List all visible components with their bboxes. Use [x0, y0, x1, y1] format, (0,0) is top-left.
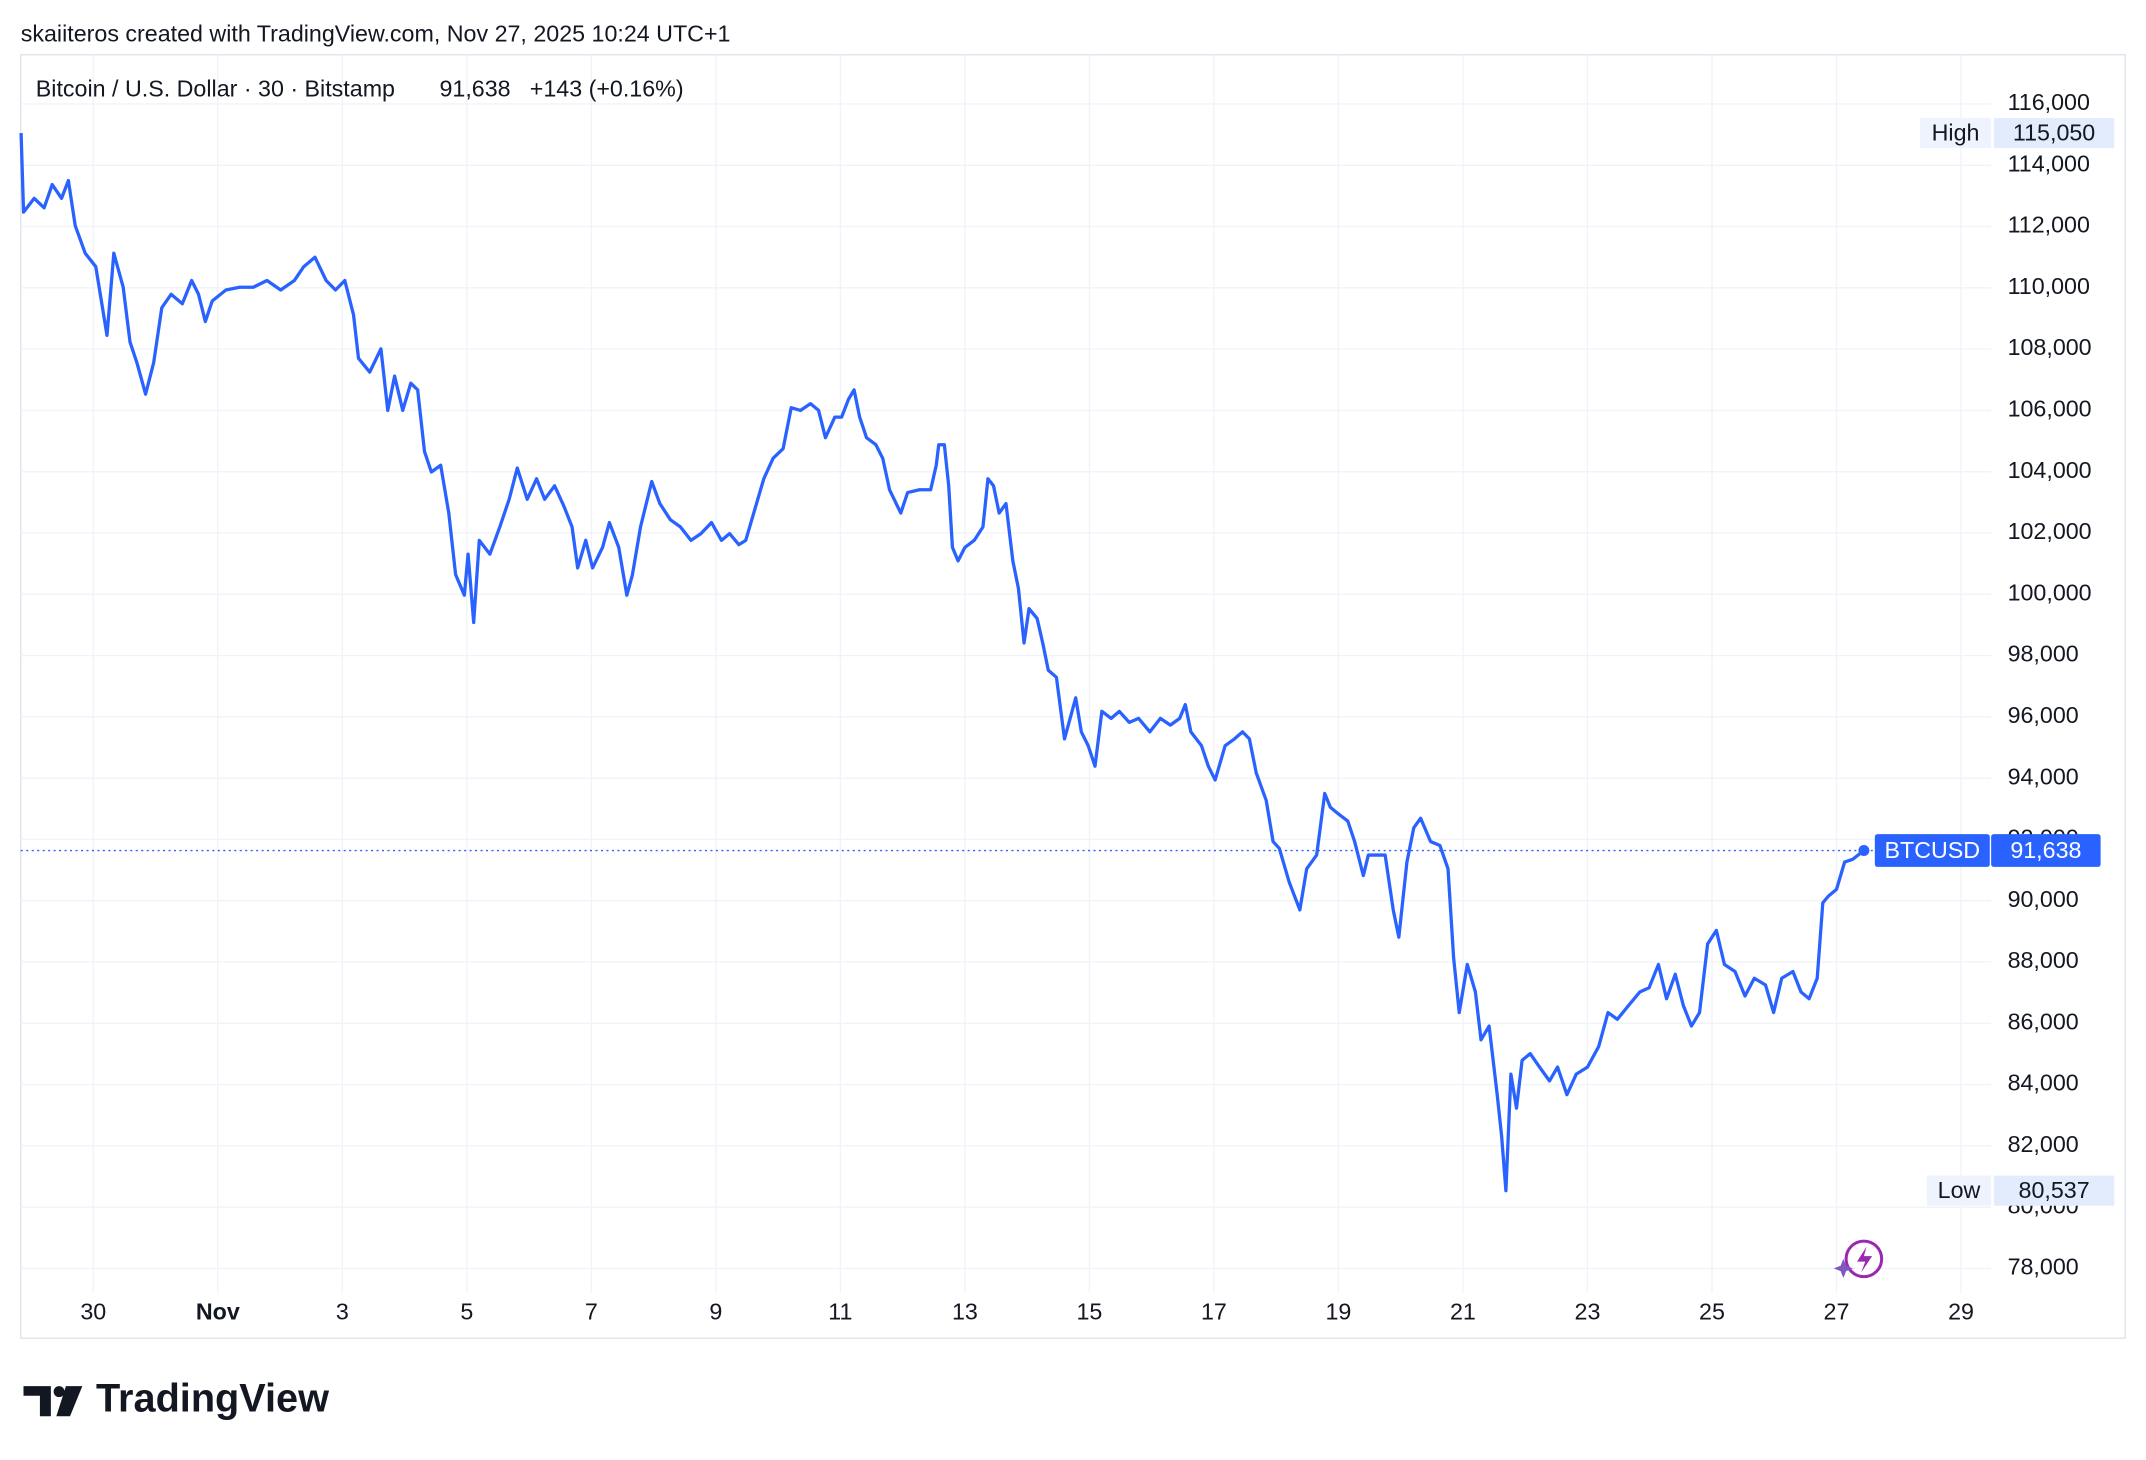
symbol-tag-label: BTCUSD — [1885, 837, 1981, 863]
y-tick-label: 114,000 — [2008, 150, 2090, 176]
high-tag-label: High — [1932, 120, 1980, 146]
y-tick-label: 102,000 — [2008, 518, 2092, 544]
x-tick-label: 7 — [585, 1299, 598, 1325]
y-tick-label: 96,000 — [2008, 702, 2079, 728]
x-tick-label: Nov — [196, 1299, 240, 1325]
plot — [19, 133, 1992, 1193]
high-value-label: 115,050 — [2013, 120, 2095, 146]
low-tag — [1926, 1175, 1992, 1206]
y-tick-label: 94,000 — [2008, 763, 2079, 789]
x-tick-label: 11 — [828, 1299, 852, 1325]
y-tick-label: 108,000 — [2008, 334, 2092, 360]
x-tick-label: 5 — [460, 1299, 473, 1325]
x-tick-label: 25 — [1699, 1299, 1725, 1325]
y-tick-label: 100,000 — [2008, 579, 2092, 605]
y-tick-label: 106,000 — [2008, 396, 2092, 422]
chart-frame — [20, 54, 2126, 1339]
y-tick-label: 88,000 — [2008, 947, 2079, 973]
x-tick-label: 3 — [336, 1299, 349, 1325]
high-value-tag — [1993, 118, 2115, 149]
x-tick-label: 17 — [1201, 1299, 1227, 1325]
legend-change: +143 (+0.16%) — [530, 75, 684, 101]
x-tick-label: 23 — [1575, 1299, 1601, 1325]
y-tick-label: 98,000 — [2008, 641, 2079, 667]
legend-price: 91,638 — [439, 75, 510, 101]
last-point — [1858, 845, 1870, 856]
y-tick-label: 116,000 — [2008, 89, 2090, 115]
y-tick-label: 112,000 — [2008, 212, 2090, 238]
low-tag-label: Low — [1938, 1177, 1981, 1203]
x-tick-label: 29 — [1948, 1299, 1974, 1325]
y-tick-label: 90,000 — [2008, 886, 2079, 912]
low-value-tag — [1993, 1175, 2115, 1206]
price-line — [19, 133, 1865, 1193]
x-tick-label: 27 — [1824, 1299, 1850, 1325]
last-price-label: 91,638 — [2010, 837, 2081, 863]
symbol-tag — [1874, 834, 1990, 867]
y-tick-label: 84,000 — [2008, 1070, 2079, 1096]
x-tick-label: 30 — [80, 1299, 106, 1325]
x-tick-label: 21 — [1450, 1299, 1476, 1325]
y-tick-label: 104,000 — [2008, 457, 2092, 483]
header: skaiiteros created with TradingView.com,… — [21, 21, 731, 47]
y-tick-label: 86,000 — [2008, 1008, 2079, 1034]
price-tags: BTCUSD 91,638 High 115,050 Low 80,537 — [1874, 118, 2115, 1206]
x-tick-label: 9 — [709, 1299, 722, 1325]
low-value-label: 80,537 — [2019, 1177, 2090, 1203]
high-tag — [1919, 118, 1992, 149]
legend-symbol: Bitcoin / U.S. Dollar · 30 · Bitstamp — [36, 75, 395, 101]
axes: 78,00080,00082,00084,00086,00088,00090,0… — [80, 89, 2091, 1325]
x-tick-label: 19 — [1326, 1299, 1352, 1325]
x-tick-label: 15 — [1076, 1299, 1102, 1325]
x-tick-label: 13 — [952, 1299, 978, 1325]
last-price-tag — [1991, 834, 2101, 867]
grid — [20, 54, 1992, 1294]
logo: TradingView — [23, 1377, 329, 1421]
y-tick-label: 78,000 — [2008, 1254, 2079, 1280]
y-tick-label: 82,000 — [2008, 1131, 2079, 1157]
logo-text: TradingView — [96, 1377, 329, 1421]
y-tick-label: 110,000 — [2008, 273, 2090, 299]
assistant-icon[interactable] — [1833, 1239, 1884, 1279]
